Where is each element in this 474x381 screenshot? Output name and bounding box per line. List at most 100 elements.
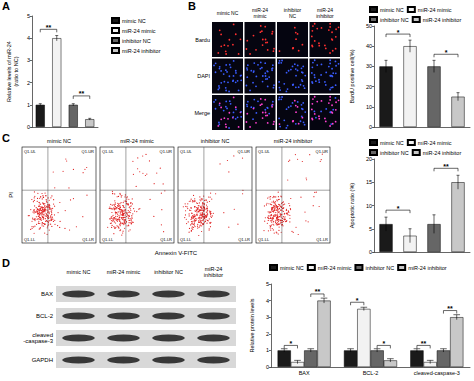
svg-text:BAX: BAX <box>299 370 310 376</box>
svg-text:0: 0 <box>266 364 269 370</box>
svg-text:3: 3 <box>266 314 269 320</box>
svg-text:Q1-UR: Q1-UR <box>160 149 173 154</box>
svg-text:mimic NC: mimic NC <box>380 140 404 146</box>
svg-text:BCL-2: BCL-2 <box>36 313 54 319</box>
svg-text:miR-24 inhibitor: miR-24 inhibitor <box>274 138 313 144</box>
svg-text:miR-24 mimic: miR-24 mimic <box>122 28 156 34</box>
svg-text:**: ** <box>46 24 52 31</box>
svg-text:4: 4 <box>27 35 30 41</box>
svg-text:Q1-LL: Q1-LL <box>24 237 36 242</box>
svg-text:10: 10 <box>366 104 372 110</box>
svg-text:inhibitor NC: inhibitor NC <box>154 269 183 275</box>
svg-text:Bardu: Bardu <box>195 37 210 43</box>
svg-text:Merge: Merge <box>194 110 210 116</box>
svg-text:inhibitor NC: inhibitor NC <box>380 150 409 156</box>
html-text:D: D <box>2 257 10 269</box>
svg-text:**: ** <box>421 340 427 347</box>
svg-text:miR-24 mimic: miR-24 mimic <box>418 140 452 146</box>
svg-text:miR-24mimic: miR-24mimic <box>252 7 268 19</box>
svg-text:miR-24 inhibitor: miR-24 inhibitor <box>122 48 161 54</box>
svg-text:0: 0 <box>369 124 372 130</box>
svg-text:1: 1 <box>27 102 30 108</box>
svg-text:**: ** <box>447 305 453 312</box>
svg-text:10: 10 <box>366 203 372 209</box>
svg-text:3: 3 <box>27 57 30 63</box>
svg-text:*: * <box>356 297 359 304</box>
svg-text:40: 40 <box>366 43 372 49</box>
svg-text:Relative protein levels: Relative protein levels <box>249 298 255 352</box>
svg-text:**: ** <box>443 163 449 170</box>
svg-text:Relative levels of miR-24: Relative levels of miR-24 <box>6 41 12 102</box>
svg-text:2: 2 <box>27 80 30 86</box>
svg-text:20: 20 <box>366 84 372 90</box>
svg-text:5: 5 <box>266 281 269 287</box>
svg-text:Q1-UR: Q1-UR <box>82 149 95 154</box>
html-text:A: A <box>2 0 10 12</box>
svg-text:**: ** <box>79 90 85 97</box>
svg-text:1: 1 <box>266 347 269 353</box>
svg-text:5: 5 <box>369 226 372 232</box>
svg-text:(ratio to NC): (ratio to NC) <box>13 56 19 86</box>
svg-text:cleaved-caspase-3: cleaved-caspase-3 <box>23 332 53 345</box>
svg-text:Q1-LR: Q1-LR <box>82 237 94 242</box>
svg-text:Q1-LR: Q1-LR <box>238 237 250 242</box>
svg-text:BardU positive cell(%): BardU positive cell(%) <box>349 49 355 103</box>
svg-text:50: 50 <box>366 23 372 29</box>
svg-text:Annexin V-FITC: Annexin V-FITC <box>155 250 198 256</box>
svg-text:miR-24 inhibitor: miR-24 inhibitor <box>408 265 447 271</box>
svg-text:*: * <box>397 29 400 36</box>
svg-text:mimic NC: mimic NC <box>217 10 239 16</box>
svg-text:15: 15 <box>366 179 372 185</box>
svg-text:0: 0 <box>27 124 30 130</box>
svg-text:Apoptotic ratio (%): Apoptotic ratio (%) <box>349 183 355 228</box>
svg-text:Q1-UR: Q1-UR <box>316 149 329 154</box>
svg-text:miR-24inhibitor: miR-24inhibitor <box>316 7 334 19</box>
svg-text:Q1-UR: Q1-UR <box>238 149 251 154</box>
svg-text:*: * <box>289 340 292 347</box>
svg-text:0: 0 <box>369 249 372 255</box>
svg-text:Q1-UL: Q1-UL <box>24 149 37 154</box>
svg-text:*: * <box>382 340 385 347</box>
svg-text:Q1-UL: Q1-UL <box>102 149 115 154</box>
svg-text:inhibitor NC: inhibitor NC <box>201 138 230 144</box>
svg-text:Q1-UL: Q1-UL <box>180 149 193 154</box>
svg-text:inhibitor NC: inhibitor NC <box>380 17 409 23</box>
html-text:C: C <box>2 132 10 144</box>
svg-text:Q1-LR: Q1-LR <box>316 237 328 242</box>
svg-text:**: ** <box>315 288 321 295</box>
svg-text:30: 30 <box>366 63 372 69</box>
svg-text:mimic NC: mimic NC <box>47 138 71 144</box>
svg-text:cleaved-caspase-3: cleaved-caspase-3 <box>414 370 460 376</box>
svg-text:mimic NC: mimic NC <box>280 265 304 271</box>
svg-text:5: 5 <box>27 13 30 19</box>
svg-text:mimic NC: mimic NC <box>67 269 91 275</box>
svg-text:BAX: BAX <box>41 291 53 297</box>
svg-text:miR-24 inhibitor: miR-24 inhibitor <box>423 150 462 156</box>
svg-text:inhibitorNC: inhibitorNC <box>284 7 302 19</box>
svg-text:Q1-UL: Q1-UL <box>258 149 271 154</box>
svg-text:miR-24 mimic: miR-24 mimic <box>418 7 452 13</box>
svg-text:miR-24 inhibitor: miR-24 inhibitor <box>423 17 462 23</box>
svg-text:miR-24 mimic: miR-24 mimic <box>107 269 141 275</box>
svg-text:miR-24inhibitor: miR-24inhibitor <box>204 266 223 278</box>
svg-text:GAPDH: GAPDH <box>32 357 53 363</box>
svg-text:DAPI: DAPI <box>197 73 210 79</box>
svg-text:Q1-LL: Q1-LL <box>180 237 192 242</box>
svg-text:Q1-LR: Q1-LR <box>160 237 172 242</box>
svg-text:mimic NC: mimic NC <box>122 18 146 24</box>
svg-text:2: 2 <box>266 331 269 337</box>
html-text:B: B <box>188 0 196 12</box>
svg-text:Q1-LL: Q1-LL <box>258 237 270 242</box>
svg-text:PI: PI <box>8 192 14 198</box>
svg-text:mimic NC: mimic NC <box>380 7 404 13</box>
svg-text:BCL-2: BCL-2 <box>363 370 379 376</box>
svg-text:4: 4 <box>266 298 269 304</box>
svg-text:miR-24 mimic: miR-24 mimic <box>318 265 352 271</box>
svg-text:inhibitor NC: inhibitor NC <box>365 265 394 271</box>
svg-text:*: * <box>445 49 448 56</box>
svg-text:inhibitor NC: inhibitor NC <box>122 38 151 44</box>
svg-text:Q1-LL: Q1-LL <box>102 237 114 242</box>
svg-text:*: * <box>397 205 400 212</box>
svg-text:miR-24 mimic: miR-24 mimic <box>120 138 154 144</box>
svg-text:20: 20 <box>366 156 372 162</box>
